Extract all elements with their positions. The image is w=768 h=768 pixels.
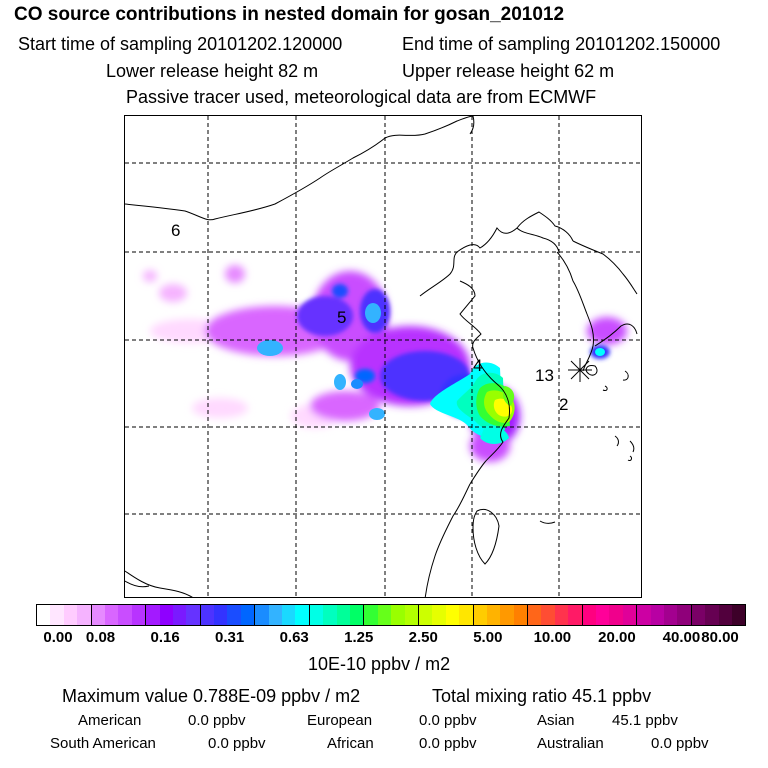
colorbar-swatch bbox=[541, 605, 555, 625]
region-label-2: 2 bbox=[559, 395, 569, 414]
colorbar-swatch bbox=[677, 605, 691, 625]
concentration-plume bbox=[143, 265, 627, 462]
colorbar-swatch bbox=[104, 605, 119, 625]
colorbar-swatch bbox=[254, 605, 269, 625]
colorbar-tick-label: 80.00 bbox=[701, 629, 739, 646]
colorbar-swatch bbox=[731, 605, 746, 625]
source-asian-label: Asian bbox=[537, 712, 575, 729]
colorbar-swatch bbox=[131, 605, 146, 625]
colorbar-swatch bbox=[690, 605, 706, 625]
colorbar-swatch bbox=[705, 605, 719, 625]
colorbar-swatch bbox=[145, 605, 160, 625]
colorbar-swatch bbox=[417, 605, 433, 625]
colorbar-swatch bbox=[227, 605, 241, 625]
colorbar-swatch bbox=[63, 605, 78, 625]
region-label-13: 13 bbox=[535, 366, 554, 385]
end-time-label: End time of sampling 20101202.150000 bbox=[402, 34, 721, 54]
colorbar-swatch bbox=[636, 605, 651, 625]
colorbar-swatch bbox=[596, 605, 610, 625]
colorbar-swatch bbox=[663, 605, 678, 625]
colorbar-swatch bbox=[445, 605, 460, 625]
colorbar-tick-label: 0.16 bbox=[150, 629, 180, 646]
colorbar-swatch bbox=[323, 605, 337, 625]
colorbar-tick-label: 1.25 bbox=[344, 629, 374, 646]
source-australian-label: Australian bbox=[537, 735, 604, 752]
colorbar-swatch bbox=[295, 605, 309, 625]
colorbar-swatch bbox=[159, 605, 173, 625]
colorbar-swatch bbox=[77, 605, 91, 625]
colorbar-swatch bbox=[50, 605, 64, 625]
colorbar-swatch bbox=[513, 605, 528, 625]
colorbar-swatch bbox=[336, 605, 350, 625]
page-title: CO source contributions in nested domain… bbox=[14, 4, 565, 25]
lat-lon-grid bbox=[125, 116, 641, 597]
source-american-label: American bbox=[78, 712, 142, 729]
colorbar-swatch bbox=[391, 605, 405, 625]
colorbar bbox=[36, 604, 746, 626]
region-label-4: 4 bbox=[473, 356, 483, 375]
colorbar-swatch bbox=[240, 605, 255, 625]
source-australian-value: 0.0 ppbv bbox=[651, 735, 709, 752]
colorbar-unit: 10E-10 ppbv / m2 bbox=[308, 654, 451, 674]
lower-height-label: Lower release height 82 m bbox=[106, 61, 319, 81]
colorbar-swatch bbox=[268, 605, 283, 625]
receptor-asterisk-icon bbox=[568, 358, 592, 382]
source-african-label: African bbox=[327, 735, 374, 752]
colorbar-swatch bbox=[186, 605, 200, 625]
colorbar-swatch bbox=[609, 605, 623, 625]
source-asian-value: 45.1 ppbv bbox=[612, 712, 678, 729]
map-canvas bbox=[125, 116, 641, 597]
colorbar-swatch bbox=[282, 605, 296, 625]
source-european-label: European bbox=[307, 712, 373, 729]
upper-height-label: Upper release height 62 m bbox=[402, 61, 615, 81]
max-value-label: Maximum value 0.788E-09 ppbv / m2 bbox=[62, 686, 361, 706]
colorbar-tick-label: 40.00 bbox=[662, 629, 701, 646]
source-european-value: 0.0 ppbv bbox=[419, 712, 477, 729]
colorbar-swatch bbox=[554, 605, 569, 625]
tracer-label: Passive tracer used, meteorological data… bbox=[126, 87, 597, 107]
colorbar-swatch bbox=[404, 605, 418, 625]
colorbar-swatch bbox=[90, 605, 105, 625]
colorbar-swatch bbox=[432, 605, 446, 625]
colorbar-tick-label: 0.31 bbox=[215, 629, 245, 646]
colorbar-swatch bbox=[568, 605, 582, 625]
source-american-value: 0.0 ppbv bbox=[188, 712, 246, 729]
colorbar-tick-label: 0.00 bbox=[43, 629, 73, 646]
colorbar-tick-label: 10.00 bbox=[533, 629, 572, 646]
colorbar-swatch bbox=[527, 605, 542, 625]
colorbar-tick-label: 2.50 bbox=[408, 629, 438, 646]
colorbar-swatch bbox=[718, 605, 732, 625]
colorbar-swatch bbox=[349, 605, 364, 625]
source-south-american-label: South American bbox=[50, 735, 156, 752]
colorbar-tick-label: 0.08 bbox=[85, 629, 116, 646]
colorbar-swatch bbox=[37, 605, 51, 625]
colorbar-swatch bbox=[363, 605, 378, 625]
colorbar-tick-label: 0.63 bbox=[279, 629, 309, 646]
region-label-6: 6 bbox=[171, 221, 181, 240]
source-african-value: 0.0 ppbv bbox=[419, 735, 477, 752]
colorbar-swatch bbox=[581, 605, 597, 625]
colorbar-swatch bbox=[214, 605, 228, 625]
colorbar-swatch bbox=[308, 605, 324, 625]
source-south-american-value: 0.0 ppbv bbox=[208, 735, 266, 752]
start-time-label: Start time of sampling 20101202.120000 bbox=[18, 34, 343, 54]
coastlines bbox=[125, 116, 638, 597]
colorbar-swatch bbox=[472, 605, 487, 625]
colorbar-swatch bbox=[622, 605, 637, 625]
colorbar-swatch bbox=[118, 605, 132, 625]
colorbar-tick-label: 5.00 bbox=[473, 629, 503, 646]
colorbar-swatch bbox=[650, 605, 664, 625]
map-panel: 6 5 4 13 2 bbox=[124, 115, 642, 598]
total-mixing-label: Total mixing ratio 45.1 ppbv bbox=[432, 686, 652, 706]
colorbar-swatch bbox=[172, 605, 187, 625]
colorbar-swatch bbox=[199, 605, 215, 625]
colorbar-tick-label: 20.00 bbox=[598, 629, 636, 646]
colorbar-swatch bbox=[486, 605, 501, 625]
colorbar-swatch bbox=[377, 605, 392, 625]
colorbar-swatch bbox=[459, 605, 473, 625]
colorbar-swatch bbox=[500, 605, 514, 625]
region-label-5: 5 bbox=[337, 308, 347, 327]
